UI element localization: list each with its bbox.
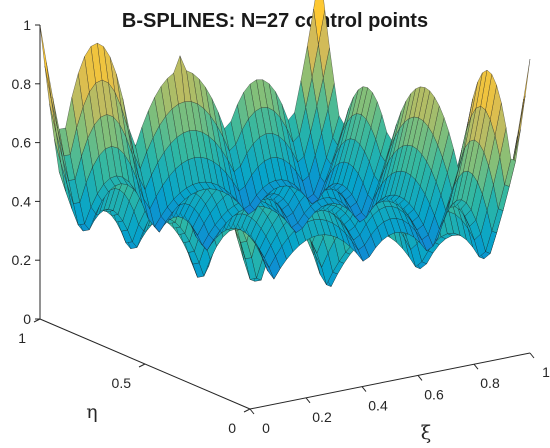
xi-tick-label: 0.8 bbox=[480, 375, 500, 391]
xi-tick-label: 0 bbox=[262, 420, 270, 436]
xi-tick-mark bbox=[361, 386, 367, 392]
chart-title: B-SPLINES: N=27 control points bbox=[122, 10, 428, 32]
xi-tick-mark bbox=[473, 363, 479, 370]
z-tick-label: 0.8 bbox=[12, 76, 32, 92]
eta-tick-mark bbox=[138, 363, 146, 368]
xi-tick-label: 0.6 bbox=[424, 386, 444, 402]
eta-axis-label: η bbox=[86, 401, 97, 423]
z-tick-label: 0.4 bbox=[12, 193, 32, 209]
surface-mesh bbox=[39, 0, 531, 288]
xi-tick-mark bbox=[529, 352, 535, 359]
z-tick-label: 0.2 bbox=[12, 252, 32, 268]
xi-tick-label: 0.4 bbox=[368, 398, 388, 414]
z-tick-label: 1 bbox=[23, 17, 31, 33]
xi-tick-mark bbox=[305, 397, 311, 404]
z-tick-label: 0.6 bbox=[12, 135, 32, 151]
eta-tick-label: 0.5 bbox=[112, 375, 132, 391]
surface-patch bbox=[39, 24, 52, 99]
tick-labels: 0 0.2 0.4 0.6 0.8 1 0 0.5 1 0 0.2 0.4 0.6 0.8 1 bbox=[12, 17, 550, 436]
xi-tick-mark bbox=[249, 408, 255, 415]
xi-axis-label: ξ bbox=[421, 422, 431, 444]
xi-tick-label: 0.2 bbox=[312, 409, 332, 425]
xi-tick-mark bbox=[417, 375, 423, 381]
z-tick-label: 0 bbox=[23, 311, 31, 327]
xi-axis-line bbox=[249, 352, 531, 410]
xi-tick-label: 1 bbox=[542, 364, 550, 380]
eta-tick-label: 0 bbox=[228, 420, 236, 436]
eta-tick-label: 1 bbox=[18, 330, 26, 346]
eta-tick-mark bbox=[243, 408, 251, 413]
surface-patch bbox=[44, 65, 57, 132]
